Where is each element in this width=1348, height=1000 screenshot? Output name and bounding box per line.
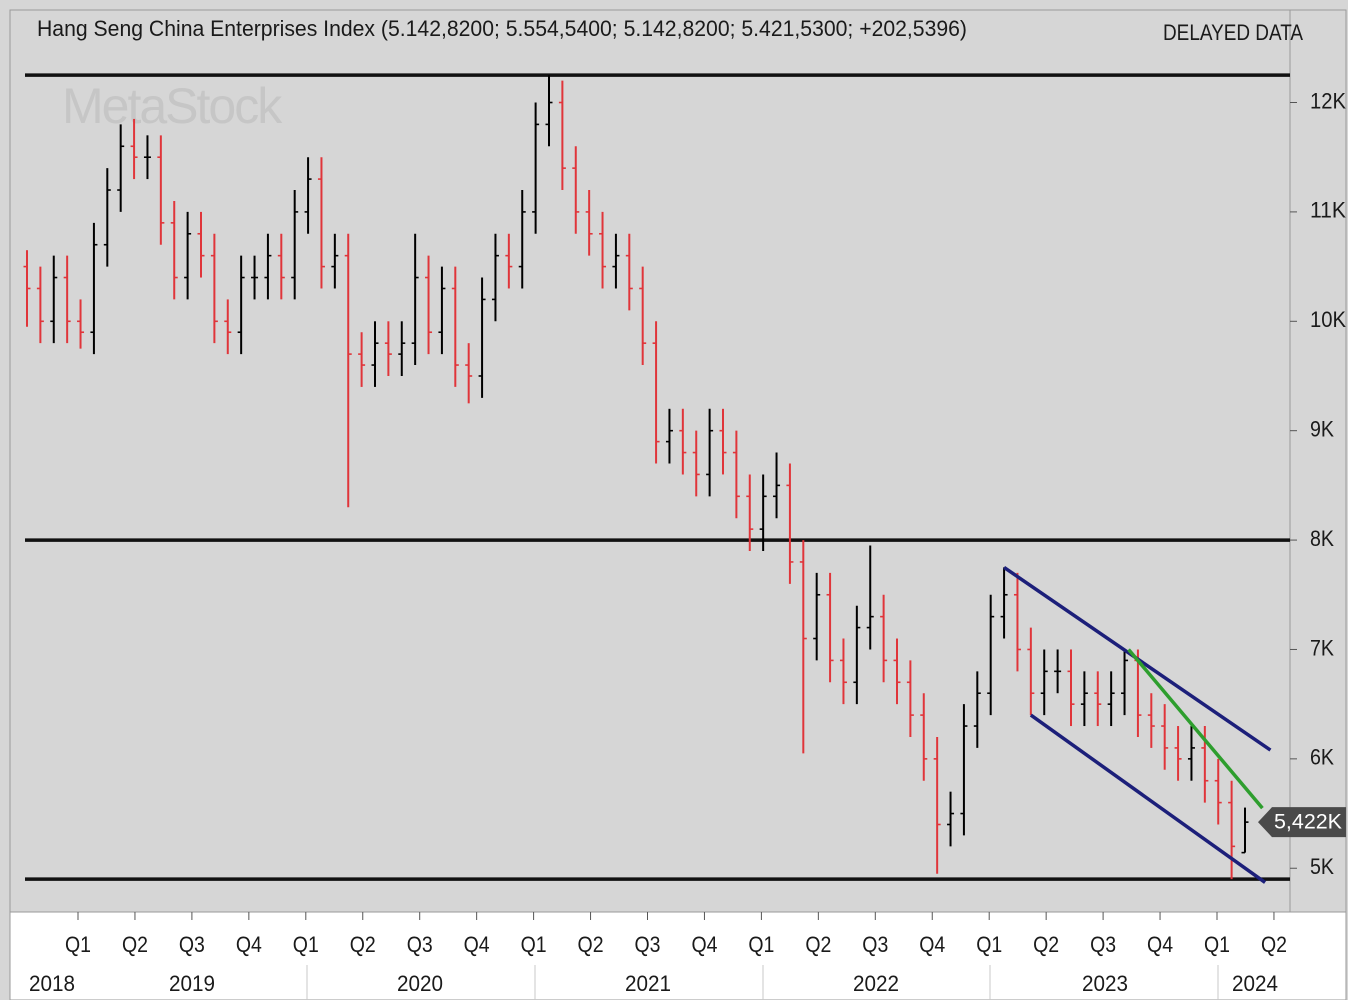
x-tick-label: Q2 <box>805 932 831 957</box>
x-tick-label: Q1 <box>65 932 91 957</box>
year-label: 2019 <box>169 971 215 996</box>
x-tick-label: Q1 <box>748 932 774 957</box>
year-label: 2018 <box>29 971 75 996</box>
y-tick-label: 6K <box>1310 745 1334 770</box>
chart-title: Hang Seng China Enterprises Index (5.142… <box>37 16 967 41</box>
year-label: 2021 <box>625 971 671 996</box>
x-tick-label: Q3 <box>179 932 205 957</box>
delayed-badge: DELAYED DATA <box>1163 20 1303 45</box>
x-tick-label: Q3 <box>407 932 433 957</box>
x-tick-label: Q1 <box>976 932 1002 957</box>
y-tick-label: 8K <box>1310 526 1334 551</box>
x-tick-label: Q2 <box>350 932 376 957</box>
x-tick-label: Q1 <box>1204 932 1230 957</box>
trend-line <box>1127 648 1264 810</box>
y-tick-label: 10K <box>1310 307 1346 332</box>
year-label: 2024 <box>1232 971 1278 996</box>
price-tag-label: 5,422K <box>1274 811 1342 834</box>
x-tick-label: Q2 <box>1261 932 1287 957</box>
x-tick-label: Q2 <box>122 932 148 957</box>
x-tick-label: Q4 <box>1147 932 1173 957</box>
y-tick-label: 12K <box>1310 88 1346 113</box>
x-tick-label: Q3 <box>635 932 661 957</box>
y-tick-label: 9K <box>1310 416 1334 441</box>
x-axis-strip <box>9 911 1347 1000</box>
year-label: 2020 <box>397 971 443 996</box>
x-tick-label: Q4 <box>919 932 945 957</box>
price-tag <box>1258 807 1346 838</box>
x-tick-label: Q2 <box>578 932 604 957</box>
trend-line <box>1029 713 1267 884</box>
x-tick-label: Q4 <box>464 932 490 957</box>
y-tick-label: 7K <box>1310 635 1334 660</box>
x-tick-label: Q4 <box>236 932 262 957</box>
plot-frame <box>9 9 1347 913</box>
x-tick-label: Q2 <box>1033 932 1059 957</box>
y-tick-label: 5K <box>1310 854 1334 879</box>
x-tick-label: Q1 <box>293 932 319 957</box>
x-tick-label: Q1 <box>521 932 547 957</box>
year-label: 2022 <box>853 971 899 996</box>
year-label: 2023 <box>1082 971 1128 996</box>
watermark: MetaStock <box>62 78 283 134</box>
x-tick-label: Q4 <box>691 932 717 957</box>
x-tick-label: Q3 <box>862 932 888 957</box>
y-tick-label: 11K <box>1310 198 1346 223</box>
x-tick-label: Q3 <box>1090 932 1116 957</box>
